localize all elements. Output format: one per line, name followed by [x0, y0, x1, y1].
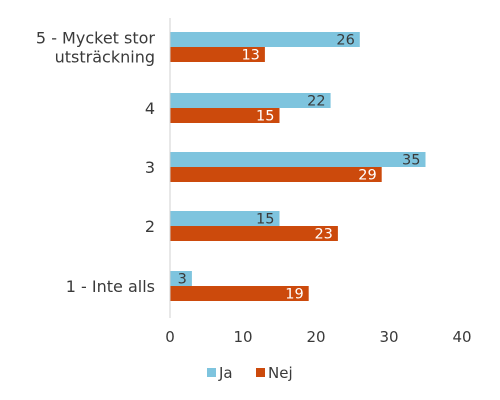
bar-ja	[170, 93, 331, 108]
x-tick-label: 10	[233, 328, 252, 346]
legend-label-ja: Ja	[218, 364, 233, 382]
category-label: 2	[145, 217, 155, 236]
category-label: 1 - Inte alls	[66, 277, 155, 296]
bar-nej	[170, 47, 265, 62]
legend-swatch-ja	[207, 368, 216, 377]
data-label-ja: 15	[256, 212, 274, 228]
legend-label-nej: Nej	[268, 364, 293, 382]
bar-ja	[170, 211, 280, 226]
bar-ja	[170, 271, 192, 286]
data-label-ja: 26	[336, 33, 354, 49]
x-tick-label: 20	[306, 328, 325, 346]
x-tick-label: 0	[165, 328, 175, 346]
bar-nej	[170, 226, 338, 241]
legend: Ja Nej	[207, 364, 293, 382]
data-label-ja: 22	[307, 94, 325, 110]
x-tick-label: 30	[379, 328, 398, 346]
x-tick-labels: 0 10 20 30 40	[165, 328, 471, 346]
bar-nej	[170, 108, 280, 123]
category-labels: 5 - Mycket stor utsträckning 4 3 2 1 - Inte a…	[36, 29, 155, 297]
category-label: 4	[145, 99, 155, 118]
data-label-nej: 19	[285, 287, 303, 303]
data-label-nej: 15	[256, 109, 274, 125]
bars: 26 13 22 15 35 29 15 23 3 19	[170, 32, 426, 303]
data-label-nej: 23	[314, 227, 332, 243]
bar-ja	[170, 32, 360, 47]
x-tick-label: 40	[452, 328, 471, 346]
data-label-nej: 29	[358, 168, 376, 184]
data-label-ja: 3	[178, 272, 187, 288]
bar-ja	[170, 152, 426, 167]
category-label: 5 - Mycket stor utsträckning	[36, 29, 155, 67]
data-label-ja: 35	[402, 153, 420, 169]
bar-nej	[170, 167, 382, 182]
category-label: 3	[145, 158, 155, 177]
data-label-nej: 13	[241, 48, 259, 64]
legend-swatch-nej	[256, 368, 265, 377]
bar-nej	[170, 286, 309, 301]
